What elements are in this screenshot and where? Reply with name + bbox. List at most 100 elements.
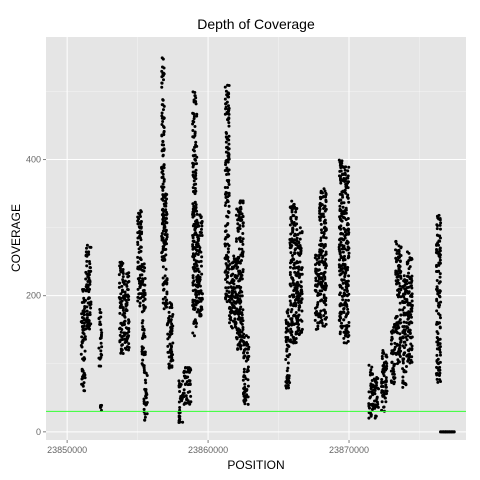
data-point xyxy=(235,284,239,288)
data-point xyxy=(290,308,294,312)
data-point xyxy=(346,169,350,173)
data-point xyxy=(322,232,326,236)
data-point xyxy=(288,223,292,227)
data-point xyxy=(315,305,319,309)
data-point xyxy=(240,316,244,320)
data-point xyxy=(238,201,242,205)
data-point xyxy=(317,262,321,266)
data-point xyxy=(88,327,92,331)
data-point xyxy=(160,149,164,153)
data-point xyxy=(169,325,173,329)
data-point xyxy=(120,284,124,288)
data-point xyxy=(322,215,326,219)
data-point xyxy=(346,242,349,246)
data-point xyxy=(436,332,440,336)
data-point xyxy=(233,317,237,321)
data-point xyxy=(236,343,240,347)
data-point xyxy=(182,395,186,399)
data-point xyxy=(343,272,347,276)
data-point xyxy=(124,347,128,351)
data-point xyxy=(143,283,147,287)
data-point xyxy=(398,301,402,305)
data-point xyxy=(192,214,196,218)
data-point xyxy=(145,392,149,396)
data-point xyxy=(225,214,229,218)
data-point xyxy=(196,267,200,271)
data-point xyxy=(238,238,242,242)
data-point xyxy=(160,232,164,236)
data-point xyxy=(238,335,242,339)
data-point xyxy=(384,354,388,358)
data-point xyxy=(223,237,227,241)
data-point xyxy=(139,226,143,230)
data-point xyxy=(99,328,103,332)
data-point xyxy=(164,193,168,197)
data-point xyxy=(381,372,385,376)
data-point xyxy=(337,199,341,203)
data-point xyxy=(99,311,103,315)
data-point xyxy=(82,296,86,300)
data-point xyxy=(344,280,348,284)
data-point xyxy=(438,316,442,320)
data-point xyxy=(395,362,399,366)
data-point xyxy=(226,107,230,111)
data-point xyxy=(141,289,145,293)
data-point xyxy=(177,411,181,415)
data-point xyxy=(126,295,130,299)
data-point xyxy=(229,324,233,328)
data-point xyxy=(140,273,144,277)
data-point xyxy=(136,287,140,291)
data-point xyxy=(238,307,242,311)
data-point xyxy=(298,231,302,235)
data-point xyxy=(191,122,195,126)
data-point xyxy=(197,275,201,279)
data-point xyxy=(322,234,326,238)
data-point xyxy=(200,296,204,300)
data-point xyxy=(191,274,195,278)
data-point xyxy=(438,275,442,279)
data-point xyxy=(194,102,198,106)
data-point xyxy=(300,327,304,331)
data-point xyxy=(381,385,385,389)
data-point xyxy=(343,288,347,292)
data-point xyxy=(198,234,202,238)
data-point xyxy=(127,320,131,324)
data-point xyxy=(437,213,441,217)
data-point xyxy=(225,145,229,149)
data-point xyxy=(161,276,165,280)
data-point xyxy=(435,340,439,344)
data-point xyxy=(169,302,173,306)
data-point xyxy=(291,266,295,270)
data-point xyxy=(344,206,348,210)
data-point xyxy=(318,218,322,222)
data-point xyxy=(322,308,326,312)
data-point xyxy=(324,322,328,326)
data-point xyxy=(408,275,412,279)
data-point xyxy=(87,260,91,264)
data-point xyxy=(123,315,127,319)
data-point xyxy=(119,351,123,355)
data-point xyxy=(288,282,292,286)
data-point xyxy=(285,369,289,373)
data-point xyxy=(136,240,140,244)
data-point xyxy=(224,102,228,106)
data-point xyxy=(319,299,323,303)
data-point xyxy=(193,91,197,95)
data-point xyxy=(324,200,328,204)
data-point xyxy=(235,331,239,335)
data-point xyxy=(227,121,231,125)
data-point xyxy=(160,122,164,126)
data-point xyxy=(396,331,400,335)
data-point xyxy=(161,188,165,192)
data-point xyxy=(166,344,170,348)
data-point xyxy=(227,244,231,248)
data-point xyxy=(405,321,409,325)
data-point xyxy=(240,247,244,251)
data-point xyxy=(323,260,327,264)
data-point xyxy=(227,191,231,195)
data-point xyxy=(398,271,402,275)
data-point xyxy=(435,248,439,251)
data-point xyxy=(324,257,328,261)
data-point xyxy=(163,224,167,228)
data-point xyxy=(342,341,346,345)
